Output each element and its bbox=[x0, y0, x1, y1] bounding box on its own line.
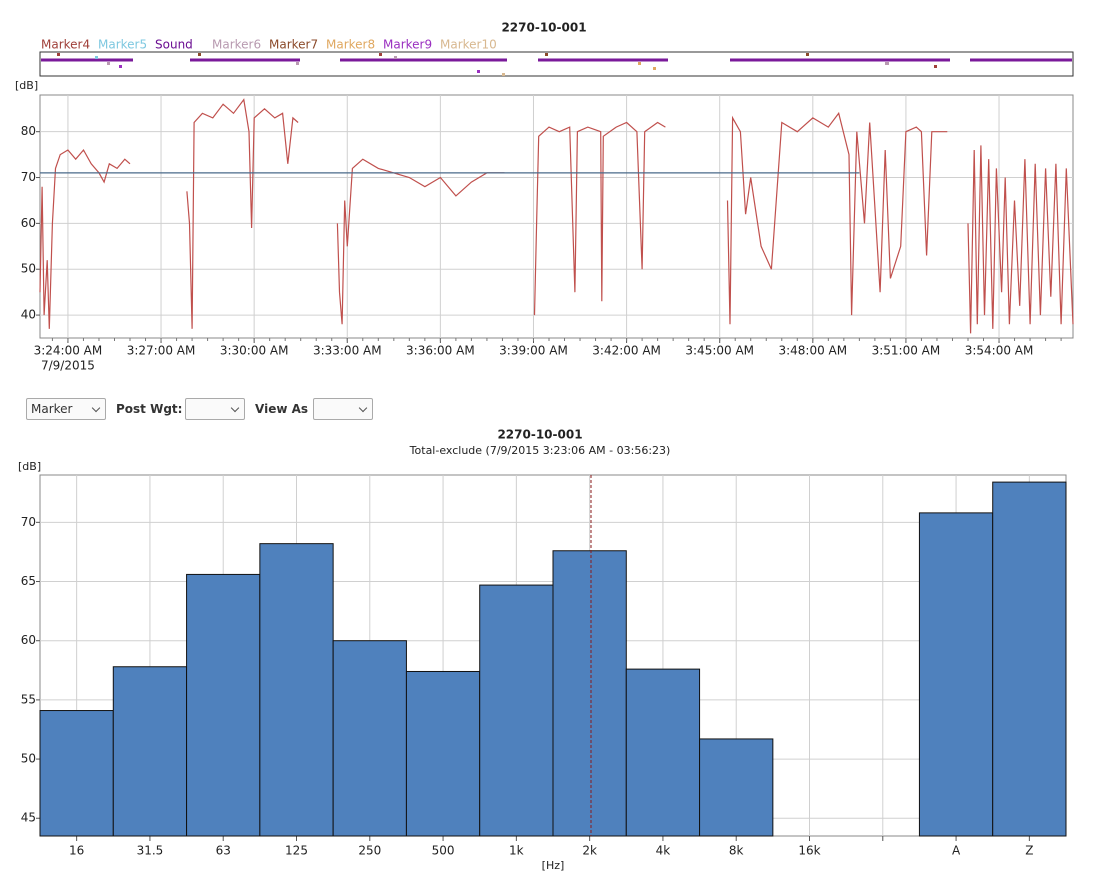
x-tick-label: 1k bbox=[509, 844, 524, 858]
y-axis-label: [dB] bbox=[15, 79, 38, 92]
marker-strip bbox=[39, 51, 1074, 77]
legend-entry: Marker9 bbox=[383, 38, 432, 52]
legend-entry: Sound bbox=[155, 38, 193, 52]
post-wgt-label: Post Wgt: bbox=[116, 402, 183, 416]
marker-point bbox=[638, 62, 641, 65]
view-as-label: View As bbox=[255, 402, 309, 416]
y-tick-label: 70 bbox=[21, 515, 36, 529]
x-tick-label: A bbox=[952, 844, 961, 858]
y-tick-label: 60 bbox=[21, 216, 36, 230]
y-axis-label: [dB] bbox=[18, 460, 41, 473]
x-tick-label: 3:45:00 AM bbox=[685, 344, 754, 358]
view-select[interactable]: Marker bbox=[26, 398, 106, 420]
marker-point bbox=[379, 53, 382, 56]
x-tick-label: 3:24:00 AM bbox=[34, 344, 103, 358]
x-axis-label: [Hz] bbox=[542, 859, 565, 872]
marker-point bbox=[502, 73, 505, 76]
bar bbox=[259, 543, 334, 837]
marker-point bbox=[95, 56, 98, 59]
bar bbox=[625, 668, 701, 837]
bar bbox=[405, 670, 481, 837]
marker-point bbox=[477, 70, 480, 73]
x-tick-label: 4k bbox=[656, 844, 671, 858]
x-tick-label: Z bbox=[1025, 844, 1033, 858]
x-tick-label: 2k bbox=[582, 844, 597, 858]
x-tick-label: 16 bbox=[69, 844, 84, 858]
chart-title: 2270-10-001 bbox=[501, 21, 586, 35]
x-tick-label: 8k bbox=[729, 844, 744, 858]
marker-point bbox=[198, 53, 201, 56]
x-tick-label: 3:33:00 AM bbox=[313, 344, 382, 358]
chart-title: 2270-10-001 bbox=[497, 428, 582, 442]
marker-point bbox=[885, 62, 889, 65]
marker-point bbox=[934, 65, 937, 68]
marker-points bbox=[57, 53, 937, 76]
x-tick-label: 3:51:00 AM bbox=[872, 344, 941, 358]
post-wgt-select[interactable] bbox=[185, 398, 245, 420]
bar bbox=[552, 550, 627, 837]
y-tick-label: 40 bbox=[21, 308, 36, 322]
view-as-select[interactable] bbox=[313, 398, 373, 420]
bar bbox=[992, 481, 1067, 837]
x-tick-label: 3:36:00 AM bbox=[406, 344, 475, 358]
legend-entry: Marker8 bbox=[326, 38, 375, 52]
x-tick-label: 3:48:00 AM bbox=[778, 344, 847, 358]
x-tick-label: 3:39:00 AM bbox=[499, 344, 568, 358]
y-tick-label: 70 bbox=[21, 170, 36, 184]
y-tick-label: 50 bbox=[21, 752, 36, 766]
marker-point bbox=[806, 53, 809, 56]
y-tick-label: 60 bbox=[21, 633, 36, 647]
legend-entry: Marker10 bbox=[440, 38, 497, 52]
marker-point bbox=[296, 62, 299, 65]
x-tick-label: 3:42:00 AM bbox=[592, 344, 661, 358]
x-tick-label: 31.5 bbox=[137, 844, 164, 858]
x-tick-label: 250 bbox=[358, 844, 381, 858]
marker-point bbox=[119, 65, 122, 68]
y-tick-label: 80 bbox=[21, 124, 36, 138]
bar bbox=[39, 710, 114, 837]
y-tick-label: 45 bbox=[21, 811, 36, 825]
x-tick-label: 3:27:00 AM bbox=[127, 344, 196, 358]
x-tick-label: 500 bbox=[432, 844, 455, 858]
bar bbox=[186, 573, 261, 837]
x-tick-label: 125 bbox=[285, 844, 308, 858]
legend-entry: Marker4 bbox=[41, 38, 90, 52]
x-axis-date: 7/9/2015 bbox=[41, 359, 95, 373]
chart-subtitle: Total-exclude (7/9/2015 3:23:06 AM - 03:… bbox=[409, 444, 671, 457]
legend-entry: Marker7 bbox=[269, 38, 318, 52]
x-tick-label: 3:54:00 AM bbox=[965, 344, 1034, 358]
legend-entry: Marker6 bbox=[212, 38, 261, 52]
bar bbox=[479, 584, 554, 837]
plot-frame bbox=[39, 94, 1074, 339]
x-tick-label: 16k bbox=[798, 844, 820, 858]
y-tick-label: 55 bbox=[21, 692, 36, 706]
marker-point bbox=[57, 53, 60, 56]
y-tick-label: 65 bbox=[21, 574, 36, 588]
bar bbox=[112, 666, 188, 837]
legend-entry: Marker5 bbox=[98, 38, 147, 52]
x-tick-label: 3:30:00 AM bbox=[220, 344, 289, 358]
data-line bbox=[39, 98, 1074, 334]
bar bbox=[332, 640, 407, 837]
x-tick-label: 63 bbox=[216, 844, 231, 858]
marker-point bbox=[653, 67, 656, 70]
marker-point bbox=[545, 53, 548, 56]
y-tick-label: 50 bbox=[21, 262, 36, 276]
bar bbox=[699, 738, 774, 837]
marker-point bbox=[394, 56, 397, 59]
marker-point bbox=[107, 62, 110, 65]
bar bbox=[918, 512, 994, 837]
